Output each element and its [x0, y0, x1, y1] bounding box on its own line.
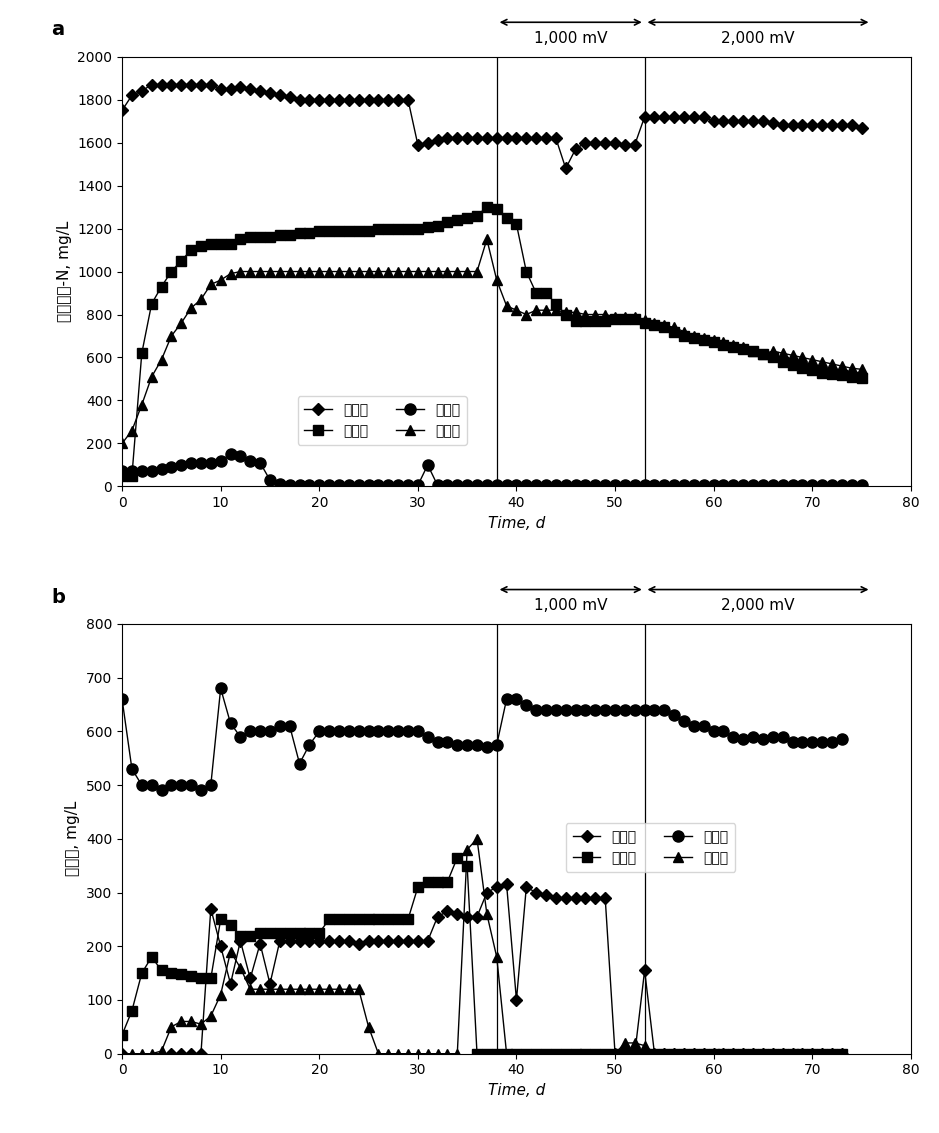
유입수	[728, 114, 739, 128]
협기조	[620, 312, 631, 325]
X-axis label: Time, d: Time, d	[488, 516, 545, 530]
협기조	[265, 926, 276, 939]
호기조	[116, 692, 128, 706]
호기조	[787, 735, 798, 749]
탈질조	[620, 309, 631, 323]
협기조	[541, 1047, 552, 1060]
Text: 2,000 mV: 2,000 mV	[721, 32, 794, 46]
Line: 탈질조: 탈질조	[117, 834, 837, 1058]
Text: a: a	[51, 20, 64, 40]
협기조	[837, 1047, 848, 1060]
탈질조	[738, 1047, 749, 1060]
협기조	[599, 314, 610, 327]
호기조	[225, 448, 237, 461]
탈질조	[116, 436, 128, 450]
호기조	[284, 478, 295, 492]
Line: 협기조: 협기조	[117, 853, 847, 1058]
유입수	[383, 93, 394, 107]
호기조	[520, 478, 531, 492]
호기조	[531, 704, 542, 717]
호기조	[629, 478, 640, 492]
Text: b: b	[51, 588, 65, 607]
유입수	[501, 878, 513, 892]
협기조	[186, 244, 197, 257]
Text: 1,000 mV: 1,000 mV	[534, 598, 608, 613]
협기조	[452, 851, 463, 864]
호기조	[215, 682, 226, 696]
탈질조	[718, 335, 730, 349]
협기조	[373, 222, 384, 236]
유입수	[116, 103, 128, 117]
탈질조	[471, 832, 483, 845]
호기조	[728, 478, 739, 492]
호기조	[284, 719, 295, 733]
유입수	[609, 136, 621, 150]
유입수	[244, 972, 255, 986]
호기조	[294, 757, 305, 770]
탈질조	[718, 1047, 730, 1060]
협기조	[787, 1047, 798, 1060]
Line: 유입수: 유입수	[118, 80, 866, 172]
탈질조	[373, 265, 384, 279]
협기조	[511, 218, 522, 231]
Line: 호기조: 호기조	[116, 449, 867, 491]
협기조	[856, 372, 868, 385]
유입수	[629, 138, 640, 152]
호기조	[156, 784, 167, 798]
호기조	[373, 725, 384, 739]
유입수	[195, 78, 207, 92]
Text: 2,000 mV: 2,000 mV	[721, 598, 794, 613]
협기조	[471, 1047, 483, 1060]
Legend: 유입수, 협기조, 호기조, 탈질조: 유입수, 협기조, 호기조, 탈질조	[565, 823, 735, 871]
협기조	[718, 338, 730, 351]
탈질조	[856, 363, 868, 376]
호기조	[541, 704, 552, 717]
협기조	[274, 926, 285, 939]
유입수	[541, 888, 552, 902]
탈질조	[826, 1047, 838, 1060]
탈질조	[481, 908, 492, 921]
호기조	[837, 733, 848, 747]
Y-axis label: 암모니아-N, mg/L: 암모니아-N, mg/L	[56, 221, 71, 322]
탈질조	[116, 1047, 128, 1060]
호기조	[116, 465, 128, 478]
탈질조	[767, 1047, 778, 1060]
탈질조	[353, 982, 364, 996]
Y-axis label: 질산염, mg/L: 질산염, mg/L	[66, 801, 81, 877]
유입수	[560, 162, 571, 176]
협기조	[531, 1047, 542, 1060]
Legend: 유입수, 협기조, 호기조, 탈질조: 유입수, 협기조, 호기조, 탈질조	[298, 397, 468, 445]
탈질조	[599, 308, 610, 322]
유입수	[314, 934, 325, 947]
탈질조	[481, 232, 492, 246]
협기조	[481, 201, 492, 214]
유입수	[116, 1047, 128, 1060]
호기조	[856, 478, 868, 492]
협기조	[116, 1028, 128, 1041]
협기조	[353, 912, 364, 926]
Line: 탈질조: 탈질조	[117, 235, 867, 449]
탈질조	[511, 304, 522, 317]
탈질조	[274, 982, 285, 996]
유입수	[511, 131, 522, 145]
유입수	[362, 934, 374, 947]
Text: 1,000 mV: 1,000 mV	[534, 32, 608, 46]
Line: 호기조: 호기조	[116, 683, 847, 796]
호기조	[609, 478, 621, 492]
X-axis label: Time, d: Time, d	[488, 1083, 545, 1098]
Line: 유입수: 유입수	[118, 880, 846, 1058]
유입수	[738, 1047, 749, 1060]
유입수	[146, 78, 158, 92]
유입수	[856, 121, 868, 135]
탈질조	[186, 301, 197, 315]
유입수	[837, 1047, 848, 1060]
Line: 협기조: 협기조	[117, 202, 867, 480]
유입수	[747, 1047, 759, 1060]
호기조	[393, 478, 404, 492]
호기조	[186, 455, 197, 469]
협기조	[116, 469, 128, 483]
